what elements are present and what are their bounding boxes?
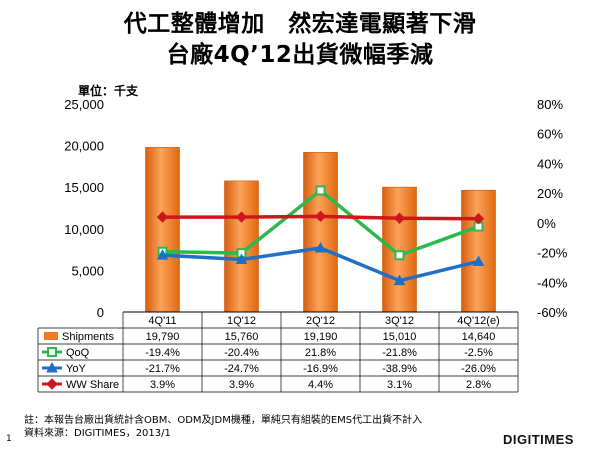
category-label: 4Q'11 [148, 315, 176, 327]
legend-key-yoy-marker [46, 361, 58, 373]
qoq-value-cell: -20.4% [224, 347, 259, 359]
ww-share-value-cell: 3.9% [150, 379, 175, 391]
footnote: 註：本報告台廠出貨統計含OBM、ODM及JDM機種，單純只有組裝的EMS代工出貨… [24, 414, 422, 440]
right-axis-tick: -40% [537, 275, 568, 290]
category-label: 3Q'12 [385, 315, 414, 327]
right-axis-tick: -60% [537, 305, 568, 320]
left-axis-tick: 15,000 [64, 180, 104, 195]
ww-share-value-cell: 3.9% [229, 379, 254, 391]
yoy-value-cell: -26.0% [461, 363, 496, 375]
left-axis-tick: 20,000 [64, 139, 104, 154]
qoq-value-cell: -2.5% [464, 347, 493, 359]
yoy-point [235, 253, 248, 265]
ww-share-value-cell: 2.8% [466, 379, 491, 391]
ww-share-point [393, 212, 406, 224]
ww-share-point [472, 212, 485, 225]
right-axis-tick: -20% [537, 246, 568, 261]
legend-label-ww-share: WW Share [66, 379, 119, 391]
category-label: 4Q'12(e) [457, 315, 499, 327]
yoy-point [472, 255, 485, 266]
right-axis-tick: 20% [537, 186, 563, 201]
shipments-value-cell: 14,640 [462, 331, 496, 343]
ww-share-point [235, 211, 248, 223]
shipments-value-cell: 19,790 [146, 331, 180, 343]
shipments-bar [224, 180, 259, 313]
chart-title-line2: 台廠4Q’12出貨微幅季減 [166, 42, 434, 68]
category-label: 1Q'12 [227, 315, 256, 327]
yoy-point [393, 274, 406, 286]
ww-share-point [314, 210, 327, 223]
right-axis-tick: 80% [537, 97, 563, 112]
left-axis-tick: 10,000 [64, 222, 104, 237]
shipments-bar [303, 152, 338, 313]
legend-label-qoq: QoQ [66, 347, 90, 359]
shipments-value-cell: 19,190 [304, 331, 338, 343]
qoq-point [394, 250, 405, 261]
yoy-point [156, 249, 169, 260]
digitimes-logo: DIGITIMES [503, 432, 574, 447]
qoq-value-cell: 21.8% [305, 347, 336, 359]
combo-chart: 25,000 20,000 15,000 10,000 5,000 0 80% 60% 40% 2… [37, 97, 568, 393]
page-number: 1 [6, 434, 12, 444]
legend-key-qoq-marker [47, 347, 57, 357]
qoq-point [315, 185, 326, 196]
footnote-source: 資料來源：DIGITIMES，2013/1 [24, 428, 171, 439]
shipments-value-cell: 15,010 [383, 331, 417, 343]
shipments-bar [461, 189, 496, 313]
legend-label-shipments: Shipments [62, 331, 114, 343]
qoq-value-cell: -21.8% [382, 347, 417, 359]
legend-label-yoy: YoY [66, 363, 86, 375]
left-axis-tick: 5,000 [71, 263, 104, 278]
left-axis-tick: 25,000 [64, 97, 104, 112]
yoy-value-cell: -38.9% [382, 363, 417, 375]
footnote-note: 註：本報告台廠出貨統計含OBM、ODM及JDM機種，單純只有組裝的EMS代工出貨… [24, 415, 423, 426]
right-axis-tick: 60% [537, 127, 563, 142]
yoy-value-cell: -24.7% [224, 363, 259, 375]
shipments-value-cell: 15,760 [225, 331, 259, 343]
right-axis-tick: 40% [537, 156, 563, 171]
yoy-value-cell: -21.7% [145, 363, 180, 375]
ww-share-value-cell: 4.4% [308, 379, 333, 391]
yoy-point [314, 241, 327, 253]
ww-share-value-cell: 3.1% [387, 379, 412, 391]
legend-key-ww-share-marker [46, 378, 58, 390]
category-label: 2Q'12 [306, 315, 335, 327]
qoq-value-cell: -19.4% [145, 347, 180, 359]
shipments-bar [145, 147, 180, 313]
legend-key-shipments [44, 332, 58, 340]
ww-share-point [156, 211, 169, 223]
unit-label: 單位：千支 [78, 84, 139, 98]
right-axis-tick: 0% [537, 216, 556, 231]
chart-title-line1: 代工整體增加 然宏達電顯著下滑 [123, 11, 477, 37]
yoy-value-cell: -16.9% [303, 363, 338, 375]
left-axis-tick: 0 [97, 305, 104, 320]
